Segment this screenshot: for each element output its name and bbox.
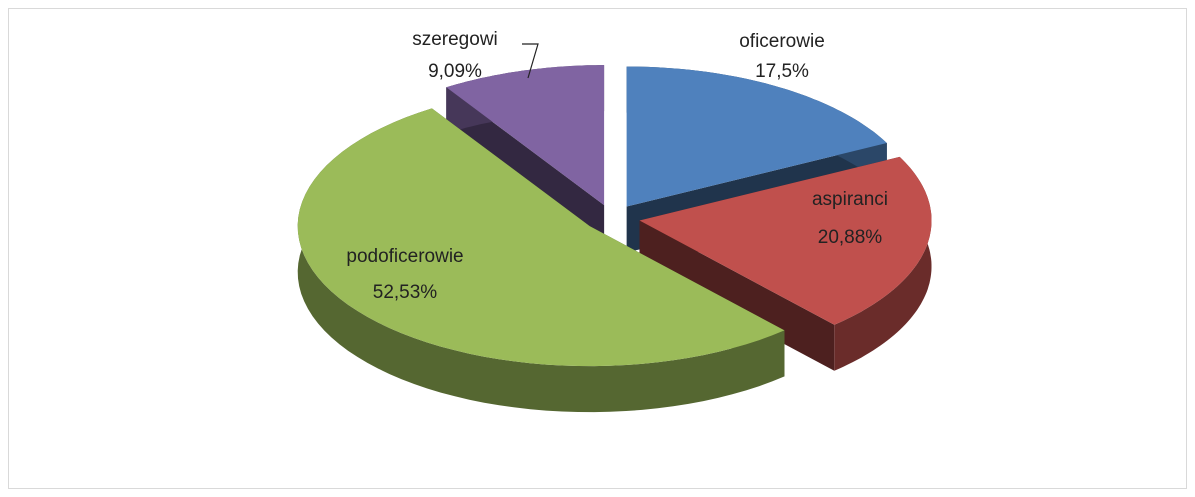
data-label-value: 20,88%	[818, 227, 883, 248]
slice	[626, 66, 887, 207]
pie	[297, 65, 932, 413]
slice	[297, 108, 785, 367]
slice	[446, 65, 605, 206]
data-label-value: 52,53%	[373, 282, 438, 303]
slice-side	[639, 220, 835, 371]
data-label-value: 9,09%	[428, 61, 482, 82]
leader-line	[522, 43, 539, 79]
slice-wall	[297, 108, 785, 413]
labels: oficerowie 17,5% aspiranci 20,88% podoficero…	[346, 29, 888, 303]
data-label-name: aspiranci	[812, 189, 888, 210]
data-label-value: 17,5%	[755, 61, 809, 82]
data-label-name: podoficerowie	[346, 246, 463, 267]
slice	[639, 156, 932, 325]
data-label-name: szeregowi	[412, 29, 498, 50]
data-label-name: oficerowie	[739, 31, 825, 52]
